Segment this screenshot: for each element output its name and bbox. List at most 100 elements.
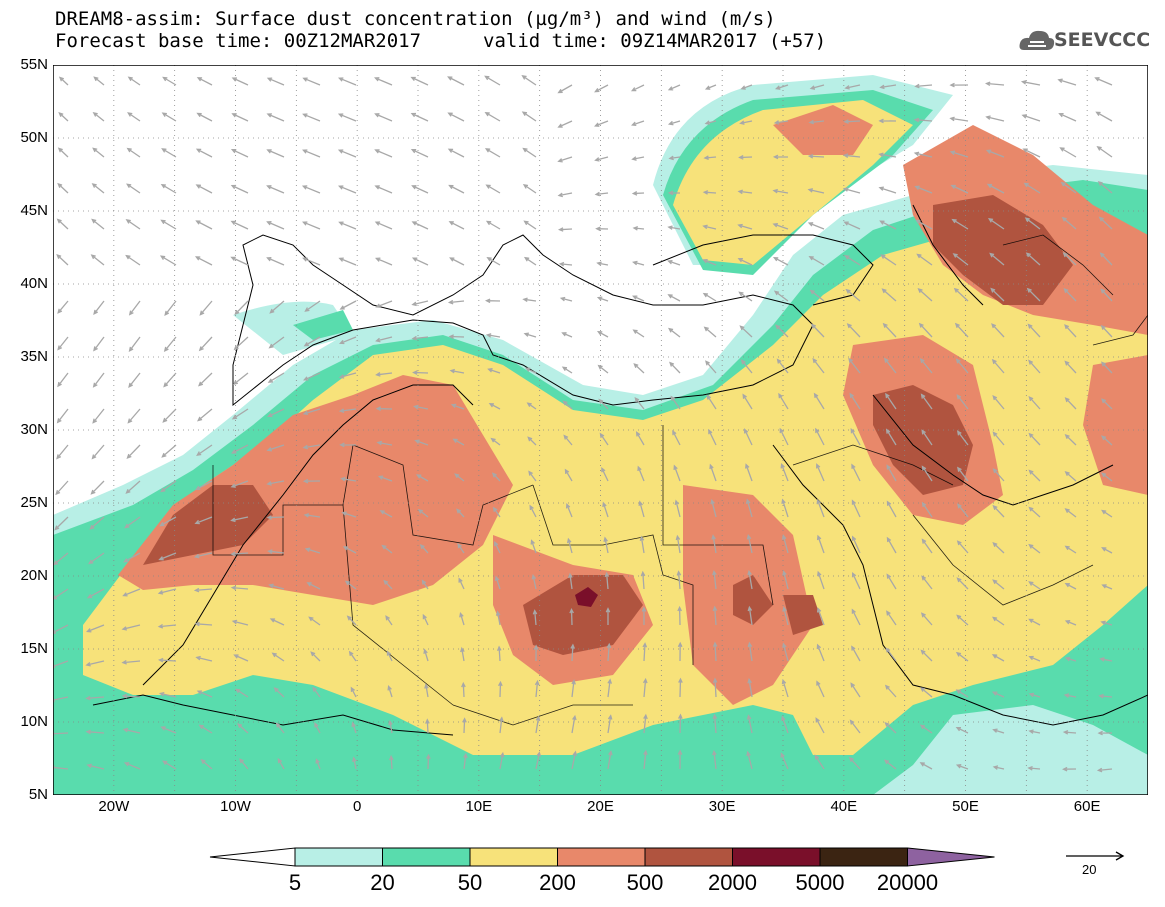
- wind-arrow: [747, 641, 753, 662]
- wind-arrow: [712, 641, 718, 662]
- wind-arrow: [845, 288, 861, 302]
- wind-arrow: [991, 358, 1005, 374]
- wind-arrow: [921, 538, 933, 554]
- wind-arrow: [773, 290, 789, 302]
- wind-arrow: [878, 152, 897, 158]
- wind-arrow: [952, 253, 969, 266]
- wind-arrow: [57, 372, 69, 388]
- wind-arrow: [338, 408, 357, 414]
- wind-arrow: [915, 219, 933, 230]
- wind-arrow: [160, 726, 177, 734]
- wind-arrow: [1094, 77, 1113, 86]
- wind-arrow: [1057, 78, 1077, 86]
- wind-arrow: [919, 724, 933, 734]
- wind-arrow: [339, 442, 357, 448]
- wind-arrow: [195, 148, 213, 158]
- wind-arrow: [531, 574, 537, 590]
- wind-arrow: [782, 606, 789, 626]
- wind-arrow: [711, 534, 717, 554]
- wind-arrow: [667, 294, 681, 302]
- wind-arrow: [851, 463, 861, 482]
- wind-arrow: [411, 300, 429, 307]
- wind-arrow: [198, 724, 213, 734]
- wind-arrow: [449, 368, 465, 374]
- wind-arrow: [342, 546, 357, 554]
- wind-arrow: [672, 429, 681, 446]
- wind-arrow: [193, 587, 213, 593]
- wind-arrow: [1061, 216, 1077, 230]
- wind-arrow: [886, 610, 897, 626]
- wind-arrow: [461, 681, 466, 698]
- wind-arrow: [375, 406, 393, 411]
- wind-arrow: [56, 218, 69, 230]
- wind-arrow: [607, 750, 613, 770]
- wind-arrow: [126, 147, 141, 158]
- wind-arrow: [920, 687, 933, 698]
- wind-arrow: [705, 360, 717, 374]
- wind-arrow: [913, 151, 933, 158]
- wind-arrow: [951, 218, 969, 230]
- legend-swatch: [382, 847, 471, 867]
- legend-swatch: [469, 847, 558, 867]
- wind-arrow: [570, 643, 575, 662]
- wind-arrow: [955, 358, 969, 374]
- wind-arrow: [1028, 359, 1041, 374]
- wind-arrow: [565, 503, 573, 518]
- wind-arrow: [807, 153, 825, 159]
- wind-arrow: [301, 185, 321, 194]
- wind-arrow: [702, 224, 717, 230]
- wind-arrow: [992, 616, 1005, 626]
- wind-arrow: [1101, 584, 1113, 590]
- wind-arrow: [374, 221, 393, 230]
- wind-arrow: [157, 657, 177, 663]
- wind-arrow: [200, 759, 213, 770]
- wind-arrow: [776, 358, 789, 374]
- wind-arrow: [816, 534, 825, 554]
- wind-arrow: [638, 500, 645, 518]
- wind-arrow: [340, 476, 357, 482]
- wind-arrow: [485, 220, 501, 230]
- wind-arrow: [807, 222, 825, 230]
- wind-arrow: [631, 191, 645, 196]
- wind-arrow: [521, 75, 537, 86]
- wind-arrow: [810, 323, 825, 338]
- wind-arrow: [490, 437, 501, 446]
- wind-arrow: [1064, 360, 1077, 374]
- wind-arrow: [607, 714, 613, 734]
- wind-arrow: [602, 501, 609, 518]
- wind-arrow: [850, 682, 861, 698]
- wind-arrow: [230, 256, 249, 266]
- latitude-label: 20N: [20, 567, 48, 584]
- wind-arrow: [561, 332, 573, 338]
- forecast-times: Forecast base time: 00Z12MAR2017 valid ti…: [55, 30, 826, 52]
- wind-arrow: [674, 499, 681, 518]
- wind-arrow: [1064, 324, 1077, 338]
- wind-arrow: [992, 579, 1005, 590]
- dust-level-2000: [575, 587, 598, 607]
- wind-arrow: [388, 754, 394, 770]
- wind-arrow: [89, 516, 105, 530]
- wind-arrow: [231, 444, 249, 454]
- base-time: Forecast base time: 00Z12MAR2017: [55, 30, 422, 52]
- wind-arrow: [197, 408, 213, 422]
- wind-arrow: [710, 498, 717, 518]
- wind-arrow: [230, 585, 249, 591]
- wind-arrow: [919, 762, 933, 770]
- wind-arrow: [985, 149, 1005, 158]
- wind-arrow: [1101, 472, 1113, 482]
- wind-arrow: [348, 650, 357, 662]
- wind-arrow: [809, 84, 825, 90]
- wind-arrow: [885, 392, 897, 410]
- wind-arrow: [93, 300, 105, 315]
- wind-arrow: [273, 687, 285, 698]
- wind-arrow: [532, 609, 538, 626]
- wind-arrow: [463, 752, 468, 770]
- wind-arrow: [230, 149, 249, 158]
- wind-arrow: [234, 300, 249, 315]
- wind-arrow: [1059, 147, 1077, 158]
- wind-arrow: [992, 468, 1005, 482]
- longitude-label: 0: [352, 798, 362, 815]
- wind-arrow: [1064, 583, 1077, 590]
- wind-arrow: [706, 394, 717, 410]
- wind-arrow: [121, 624, 141, 631]
